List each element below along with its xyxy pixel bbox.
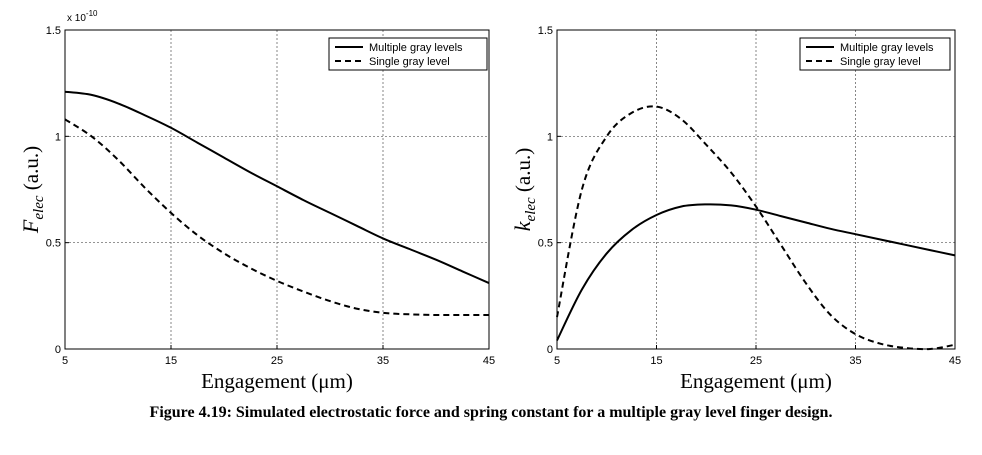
legend-box <box>799 37 951 71</box>
x-tick-label: 5 <box>62 355 68 367</box>
y-axis-label: Felec (a.u.) <box>18 146 47 234</box>
legend: Multiple gray levels Single gray level <box>799 37 951 71</box>
legend: Multiple gray levels Single gray level <box>328 37 488 71</box>
y-tick-label: 0 <box>55 344 61 356</box>
x-tick-label: 15 <box>165 355 177 367</box>
y-tick-label: 0.5 <box>46 238 61 250</box>
series-line-single-gray-level <box>64 118 489 317</box>
figure-caption: Figure 4.19: Simulated electrostatic for… <box>149 404 833 421</box>
legend-entry: Single gray level <box>369 56 450 68</box>
plot-area-frame <box>556 29 956 350</box>
y-tick-label: 1 <box>547 131 553 143</box>
x-tick-label: 25 <box>750 355 762 367</box>
series-line-multiple-gray-levels <box>64 90 490 285</box>
y-tick-label: 0 <box>547 344 553 356</box>
legend-entry: Multiple gray levels <box>369 42 463 54</box>
plot-area-frame <box>64 29 490 350</box>
x-tick-label: 35 <box>377 355 389 367</box>
series-line-single-gray-level <box>556 105 956 351</box>
x-tick-label: 35 <box>849 355 861 367</box>
y-exponent-label: x 10-10 <box>67 9 98 24</box>
series-line-multiple-gray-levels <box>556 203 956 341</box>
x-tick-label: 5 <box>554 355 560 367</box>
y-tick-label: 1.5 <box>538 25 553 37</box>
x-axis-label: Engagement (μm) <box>680 369 832 393</box>
legend-box <box>328 37 488 71</box>
y-axis-label: kelec (a.u.) <box>510 148 539 231</box>
chart-panel-1: 5 15 25 35 45 0 0.5 1 1.5 x 10-10 Engagement (μm) F… <box>18 9 495 393</box>
x-tick-label: 15 <box>650 355 662 367</box>
x-tick-label: 25 <box>271 355 283 367</box>
y-tick-label: 1.5 <box>46 25 61 37</box>
legend-entry: Multiple gray levels <box>840 42 934 54</box>
x-axis-label: Engagement (μm) <box>201 369 353 393</box>
legend-entry: Single gray level <box>840 56 921 68</box>
y-tick-label: 0.5 <box>538 238 553 250</box>
chart-panel-2: 5 15 25 35 45 0 0.5 1 1.5 Engagement (μm) kelec (a… <box>510 25 961 393</box>
x-tick-label: 45 <box>949 355 961 367</box>
x-tick-label: 45 <box>483 355 495 367</box>
y-tick-label: 1 <box>55 131 61 143</box>
